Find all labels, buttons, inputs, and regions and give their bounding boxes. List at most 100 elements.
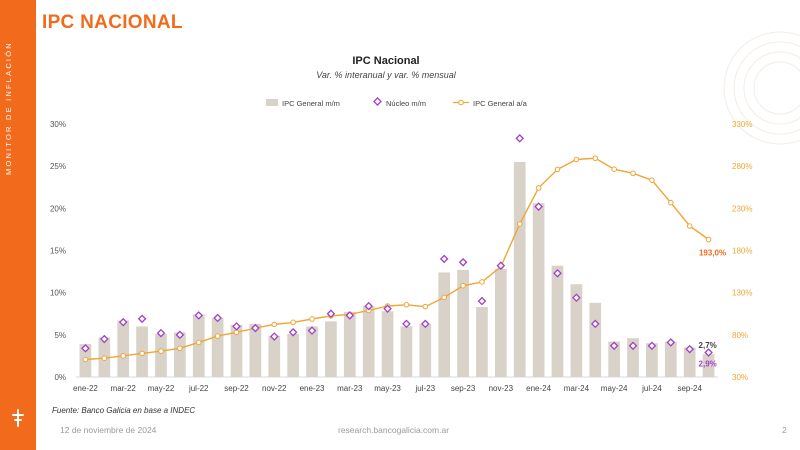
y-left-tick-label: 10% — [50, 289, 66, 298]
nucleo-point — [628, 341, 638, 351]
bar — [249, 323, 262, 377]
ipc-aa-point — [158, 348, 164, 354]
ipc-aa-line — [85, 157, 710, 361]
ipc-aa-point — [667, 199, 674, 206]
y-left-tick-label: 20% — [50, 204, 66, 213]
nucleo-point — [515, 134, 525, 143]
chart-legend: IPC General m/m Núcleo m/m IPC General a… — [266, 97, 528, 108]
sidebar-label: MONITOR DE INFLACIÓN — [4, 41, 13, 175]
nucleo-point — [307, 326, 317, 335]
nucleo-point — [704, 348, 713, 357]
nucleo-point — [156, 328, 166, 338]
ipc-aa-point — [705, 236, 712, 243]
bar — [343, 312, 356, 377]
bar — [306, 326, 318, 377]
nucleo-point — [81, 344, 90, 353]
bar — [155, 333, 167, 377]
y-right-tick-label: 230% — [732, 204, 752, 213]
nucleo-point — [232, 322, 241, 331]
nucleo-point — [288, 327, 298, 337]
legend-label-0: IPC General m/m — [282, 99, 340, 108]
nucleo-series — [81, 134, 713, 357]
ipc-aa-point — [422, 303, 429, 310]
ipc-aa-point — [195, 339, 202, 346]
y-left-tick-label: 0% — [54, 373, 66, 382]
nucleo-point — [685, 344, 694, 354]
ipc-aa-point — [479, 279, 485, 285]
bar — [230, 324, 243, 377]
y-left-axis: 0% 5% 10% 15% 20% 25% 30% — [50, 120, 66, 382]
annotations: 2,7% 2,9% 193,0% — [699, 249, 727, 369]
bar — [400, 326, 413, 377]
ipc-aa-point — [177, 345, 183, 352]
nucleo-point — [647, 341, 657, 351]
ipc-aa-point — [611, 166, 617, 173]
y-left-tick-label: 5% — [54, 331, 66, 340]
y-right-tick-label: 130% — [732, 289, 752, 298]
bar — [494, 269, 507, 377]
bar — [589, 302, 602, 377]
footer-date: 12 de noviembre de 2024 — [60, 425, 157, 435]
x-tick-label: ene-24 — [526, 384, 551, 393]
nucleo-point — [251, 323, 260, 333]
x-tick-label: sep-22 — [224, 384, 249, 393]
x-tick-label: nov-23 — [489, 384, 514, 393]
bar — [608, 341, 621, 377]
nucleo-point — [175, 330, 185, 340]
nucleo-point — [383, 304, 392, 314]
ipc-aa-point — [573, 156, 580, 163]
bar — [117, 320, 130, 377]
nucleo-point — [553, 268, 562, 278]
ipc-aa-point — [630, 170, 636, 177]
legend-diamond-swatch — [373, 97, 382, 106]
nucleo-point — [590, 319, 600, 329]
nucleo-point — [137, 314, 147, 324]
x-tick-label: jul-22 — [188, 384, 209, 393]
bar — [646, 343, 658, 377]
sidebar: MONITOR DE INFLACIÓN — [0, 0, 36, 450]
ipc-aa-point — [309, 316, 315, 322]
bar — [627, 338, 639, 377]
source-note: Fuente: Banco Galicia en base a INDEC — [52, 406, 195, 415]
y-right-tick-label: 330% — [732, 120, 752, 129]
x-tick-label: jul-23 — [415, 384, 436, 393]
x-tick-label: ene-23 — [300, 384, 325, 393]
bar — [532, 203, 545, 377]
x-axis: ene-22 mar-22 may-22 jul-22 sep-22 nov-22 ene-… — [73, 384, 702, 393]
bar — [325, 321, 337, 377]
bar — [513, 161, 526, 377]
nucleo-point — [213, 313, 222, 323]
nucleo-point — [194, 311, 204, 320]
galicia-logo-icon — [12, 409, 24, 427]
x-tick-label: nov-22 — [262, 384, 287, 393]
ipc-aa-point — [441, 294, 448, 301]
last-bar-label: 2,7% — [699, 341, 717, 350]
footer-page-number: 2 — [782, 425, 787, 435]
bar — [173, 332, 186, 377]
page-title: IPC NACIONAL — [42, 12, 183, 33]
last-nucleo-label: 2,9% — [699, 360, 717, 369]
ipc-aa-point — [214, 333, 221, 339]
y-right-axis: 30% 80% 130% 180% 230% 280% 330% — [732, 120, 752, 382]
nucleo-point — [534, 202, 543, 211]
x-tick-label: may-22 — [148, 384, 175, 393]
ipc-aa-point — [649, 177, 655, 183]
bar — [438, 272, 451, 377]
bar — [381, 311, 394, 377]
x-tick-label: may-23 — [374, 384, 401, 393]
chart: IPC Nacional Var. % interanual y var. % … — [50, 55, 752, 415]
ipc-aa-point — [271, 321, 278, 328]
nucleo-point — [269, 332, 279, 341]
y-left-tick-label: 15% — [50, 247, 66, 256]
bar — [664, 341, 677, 377]
x-tick-label: jul-24 — [641, 384, 662, 393]
y-left-tick-label: 25% — [50, 162, 66, 171]
last-line-label: 193,0% — [699, 249, 726, 258]
bar — [211, 317, 224, 377]
x-tick-label: sep-23 — [451, 384, 476, 393]
nucleo-point — [326, 309, 336, 319]
nucleo-point — [345, 311, 355, 320]
ipc-aa-point — [82, 356, 89, 363]
legend-label-2: IPC General a/a — [473, 99, 528, 108]
x-tick-label: mar-22 — [111, 384, 137, 393]
